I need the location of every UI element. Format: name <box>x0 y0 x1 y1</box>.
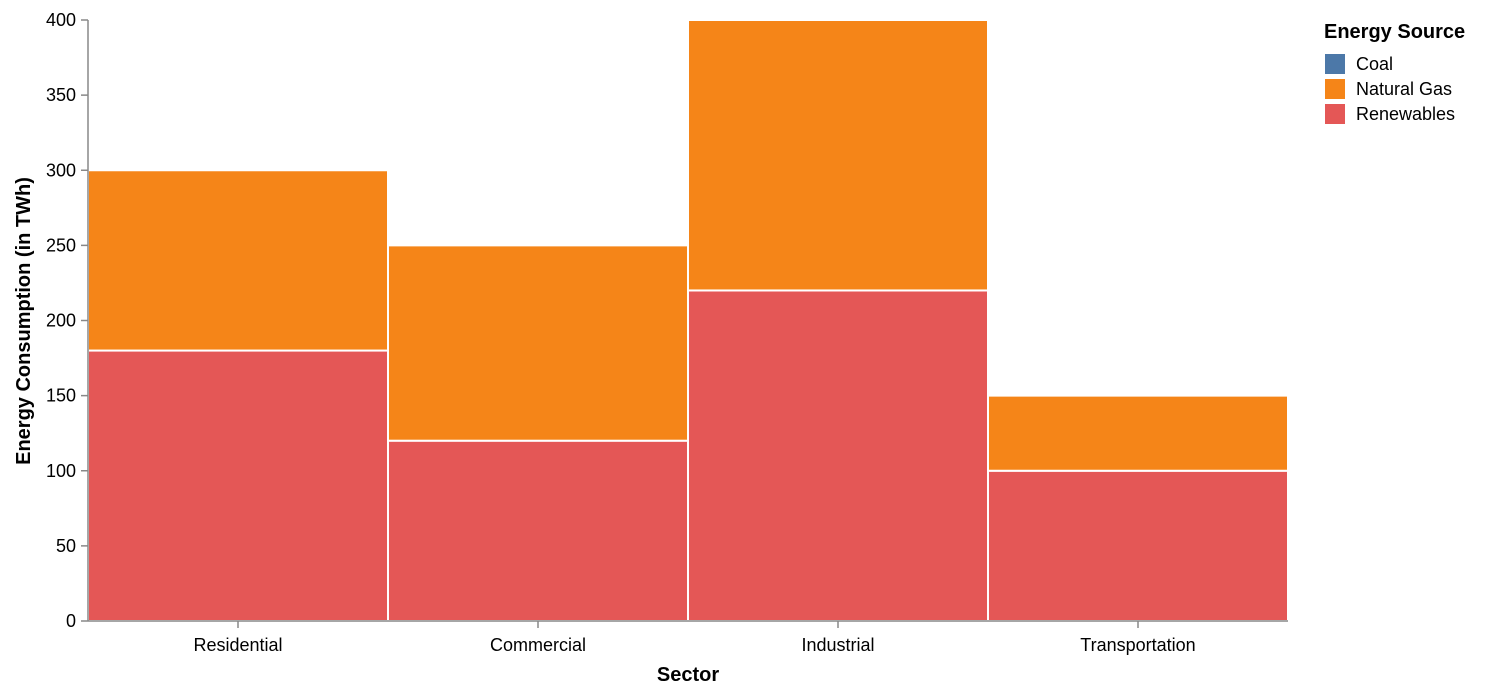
y-tick-label: 50 <box>56 536 76 556</box>
y-tick-label: 250 <box>46 235 76 255</box>
legend-title: Energy Source <box>1324 21 1465 43</box>
bar-natural-gas-commercial <box>387 244 689 442</box>
y-tick-label: 150 <box>46 386 76 406</box>
bar-renewables-transportation <box>987 469 1289 622</box>
legend-swatch-renewables <box>1325 104 1345 124</box>
legend-label: Renewables <box>1356 104 1455 124</box>
legend: Energy Source Coal Natural Gas Renewables <box>1324 21 1465 124</box>
y-axis: 0 50 100 150 200 250 300 350 400 <box>46 10 89 631</box>
legend-label: Coal <box>1356 54 1393 74</box>
x-axis-title: Sector <box>657 664 719 686</box>
x-tick-label: Transportation <box>1080 635 1195 655</box>
x-tick-label: Residential <box>193 635 282 655</box>
x-tick-label: Industrial <box>801 635 874 655</box>
bar-renewables-commercial <box>387 439 689 623</box>
bars-group <box>87 19 1289 623</box>
bar-natural-gas-industrial <box>687 19 989 292</box>
legend-label: Natural Gas <box>1356 79 1452 99</box>
bar-natural-gas-residential <box>87 169 389 352</box>
y-axis-title: Energy Consumption (in TWh) <box>13 177 35 465</box>
legend-swatch-coal <box>1325 54 1345 74</box>
y-tick-label: 0 <box>66 611 76 631</box>
x-axis: Residential Commercial Industrial Transport… <box>88 620 1288 655</box>
bar-renewables-industrial <box>687 289 989 622</box>
y-tick-label: 350 <box>46 85 76 105</box>
x-tick-label: Commercial <box>490 635 586 655</box>
y-tick-label: 100 <box>46 461 76 481</box>
bar-renewables-residential <box>87 349 389 622</box>
y-tick-label: 200 <box>46 311 76 331</box>
legend-swatch-natural-gas <box>1325 79 1345 99</box>
bar-natural-gas-transportation <box>987 394 1289 472</box>
y-tick-label: 400 <box>46 10 76 30</box>
y-tick-label: 300 <box>46 160 76 180</box>
